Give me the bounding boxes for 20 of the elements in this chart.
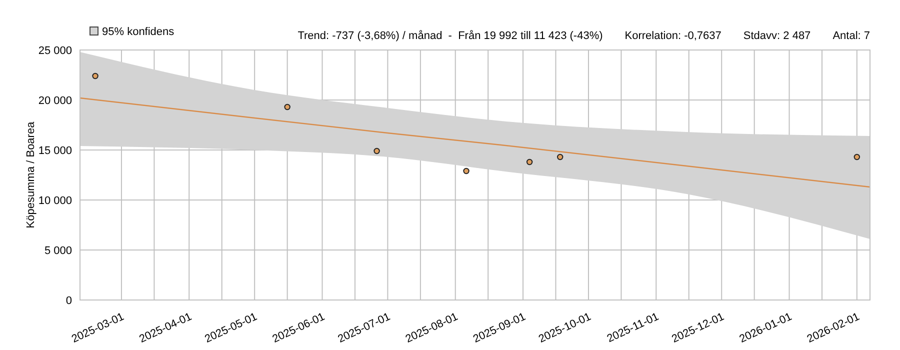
text: Antal: 7 xyxy=(832,30,870,42)
point xyxy=(854,154,860,160)
line-series xyxy=(79,97,871,188)
y-tick-label: 15 000 xyxy=(38,144,72,157)
point xyxy=(284,104,290,110)
text: Trend: -737 (-3,68%) / månad - Från 19 992 till 11 423 (-43%) xyxy=(298,30,603,42)
y-axis-title: Köpesumma / Boarea xyxy=(25,120,37,228)
point xyxy=(92,72,98,80)
y-tick-label: 0 xyxy=(66,294,72,307)
y-tick-label: 20 000 xyxy=(38,94,72,107)
text: Stdavv: 2 487 xyxy=(743,30,811,42)
point xyxy=(374,148,380,154)
y-tick-label: 10 000 xyxy=(38,194,72,207)
point xyxy=(557,154,564,160)
y-tick-label: 25 000 xyxy=(38,44,72,57)
point xyxy=(463,168,470,174)
point xyxy=(526,158,533,166)
text: 95% konfidens xyxy=(102,26,175,38)
text: Korrelation: -0,7637 xyxy=(624,30,722,42)
y-tick-label: 5 000 xyxy=(44,244,72,257)
